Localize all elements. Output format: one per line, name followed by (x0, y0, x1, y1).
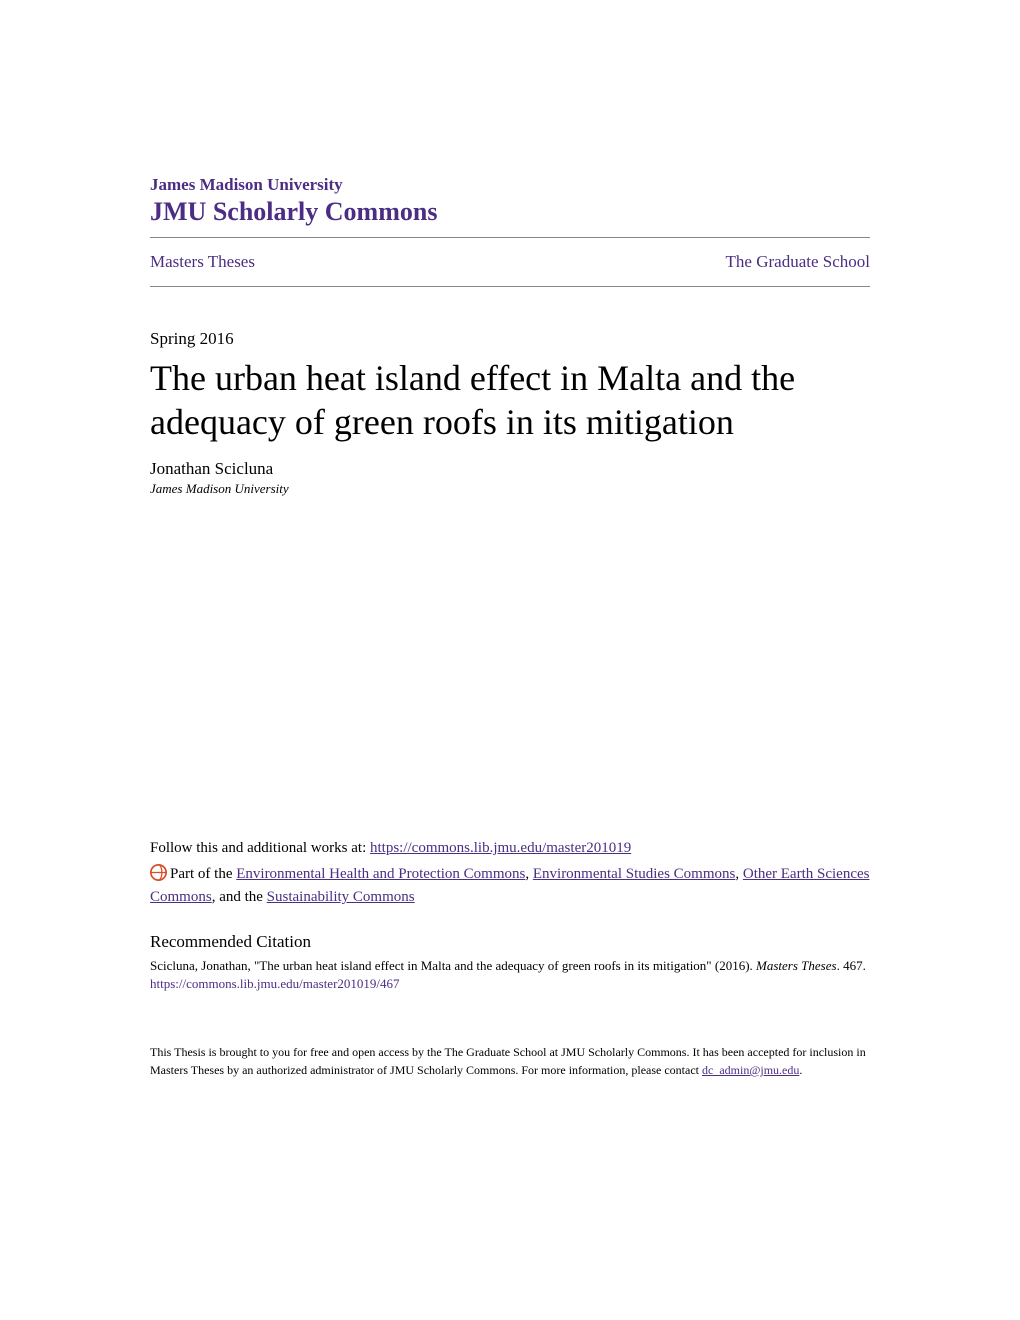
footer-email-link[interactable]: dc_admin@jmu.edu (702, 1063, 799, 1077)
citation-url-link[interactable]: https://commons.lib.jmu.edu/master201019… (150, 976, 400, 991)
divider-bottom (150, 286, 870, 287)
commons-link-1[interactable]: Environmental Studies Commons (533, 866, 736, 882)
institution-link[interactable]: James Madison University (150, 175, 870, 195)
header-block: James Madison University JMU Scholarly C… (150, 175, 870, 227)
follow-works-line: Follow this and additional works at: htt… (150, 837, 870, 860)
sep-1: , (735, 866, 743, 882)
footer-note: This Thesis is brought to you for free a… (150, 1043, 870, 1079)
follow-section: Follow this and additional works at: htt… (150, 837, 870, 910)
citation-part1: Scicluna, Jonathan, "The urban heat isla… (150, 958, 756, 973)
author-name: Jonathan Scicluna (150, 459, 870, 479)
page-container: James Madison University JMU Scholarly C… (0, 0, 1020, 1079)
document-title: The urban heat island effect in Malta an… (150, 357, 870, 445)
part-of-line: Part of the Environmental Health and Pro… (150, 863, 870, 910)
author-affiliation: James Madison University (150, 481, 870, 497)
citation-part2: . 467. (837, 958, 866, 973)
citation-url-line: https://commons.lib.jmu.edu/master201019… (150, 975, 870, 993)
part-prefix: Part of the (170, 866, 236, 882)
sep-2: , and the (212, 889, 267, 905)
recommended-citation-header: Recommended Citation (150, 932, 870, 952)
sep-0: , (525, 866, 533, 882)
commons-link-0[interactable]: Environmental Health and Protection Comm… (236, 866, 525, 882)
repository-link[interactable]: JMU Scholarly Commons (150, 197, 870, 227)
nav-row: Masters Theses The Graduate School (150, 238, 870, 286)
citation-italic: Masters Theses (756, 958, 837, 973)
commons-link-3[interactable]: Sustainability Commons (267, 889, 415, 905)
follow-prefix: Follow this and additional works at: (150, 840, 370, 856)
nav-left-link[interactable]: Masters Theses (150, 252, 255, 272)
nav-right-link[interactable]: The Graduate School (726, 252, 870, 272)
network-icon (150, 864, 167, 881)
date-label: Spring 2016 (150, 329, 870, 349)
footer-part2: . (799, 1063, 802, 1077)
works-url-link[interactable]: https://commons.lib.jmu.edu/master201019 (370, 840, 631, 856)
citation-text: Scicluna, Jonathan, "The urban heat isla… (150, 956, 870, 976)
